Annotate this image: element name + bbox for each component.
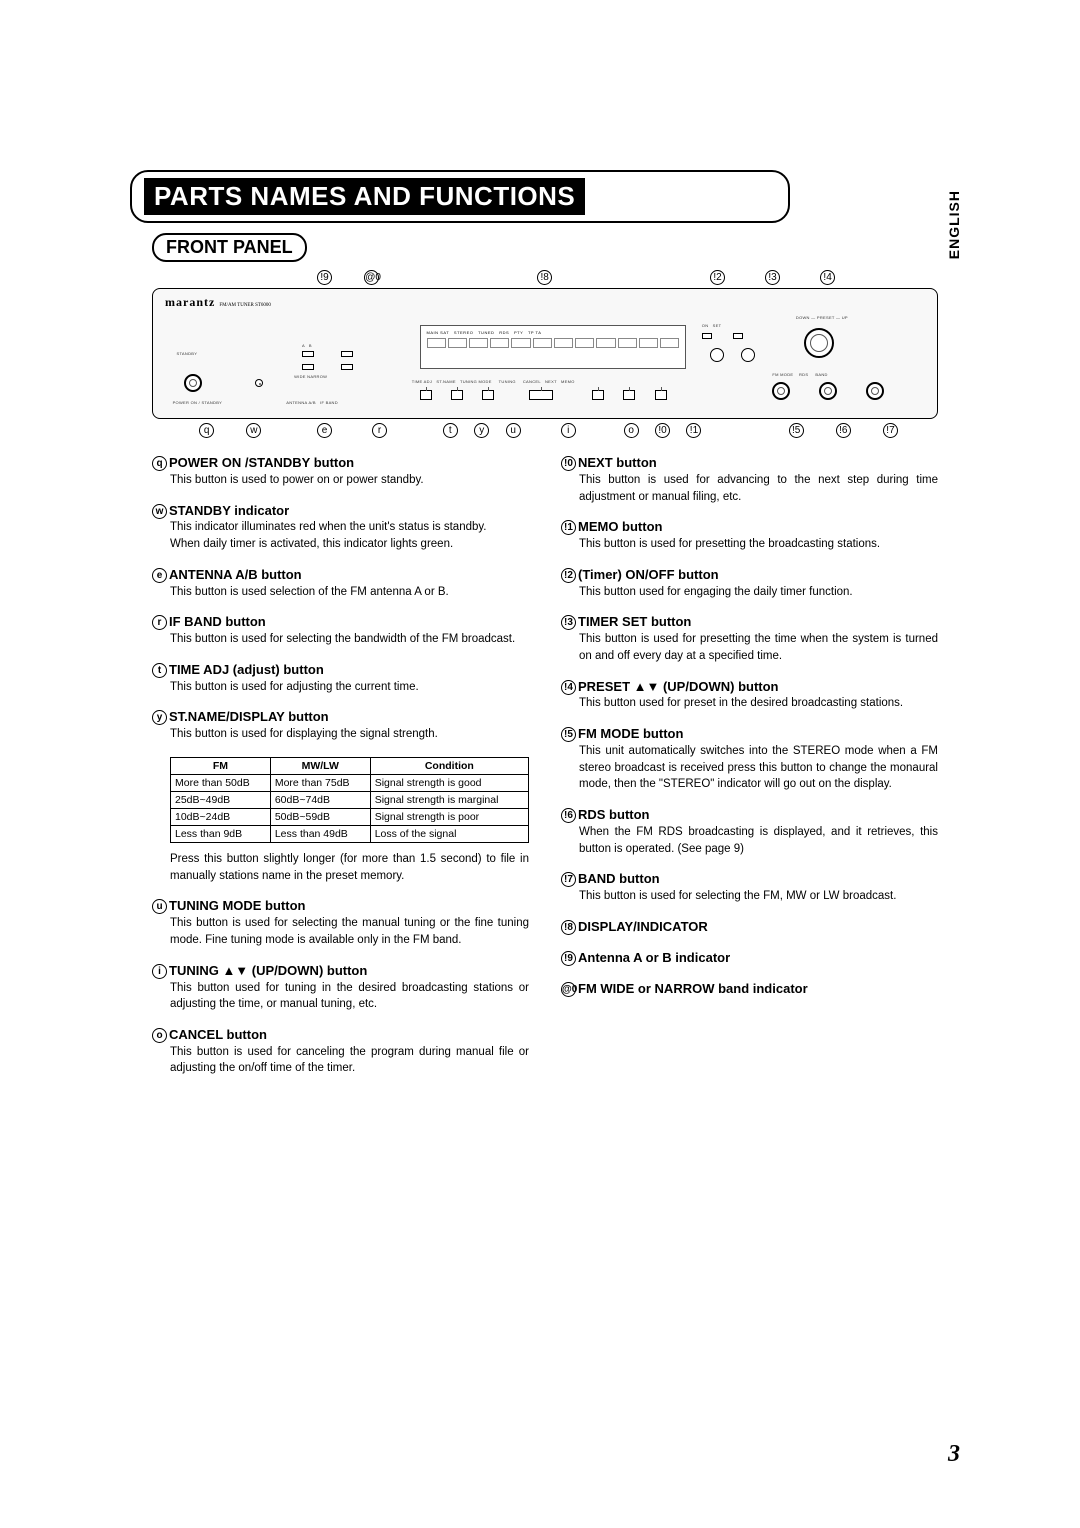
spec-item: tTIME ADJ (adjust) buttonThis button is … xyxy=(152,662,529,696)
panel-illustration: marantzFM/AM TUNER ST6000 MAIN SAT STERE… xyxy=(152,288,938,419)
top-callouts: !9@0!8!2!3!4 xyxy=(152,266,938,288)
spec-item: !8DISPLAY/INDICATOR xyxy=(561,919,938,936)
spec-item: !7BAND buttonThis button is used for sel… xyxy=(561,871,938,905)
right-column: !0NEXT buttonThis button is used for adv… xyxy=(561,455,938,1091)
spec-item: !5FM MODE buttonThis unit automatically … xyxy=(561,726,938,793)
spec-item: uTUNING MODE buttonThis button is used f… xyxy=(152,898,529,948)
spec-item: !6RDS buttonWhen the FM RDS broadcasting… xyxy=(561,807,938,857)
section-title: PARTS NAMES AND FUNCTIONS xyxy=(144,178,585,215)
brand-logo: marantzFM/AM TUNER ST6000 xyxy=(165,295,271,310)
spec-item: !4PRESET ▲▼ (UP/DOWN) buttonThis button … xyxy=(561,679,938,713)
power-knob xyxy=(184,374,202,392)
left-column: qPOWER ON /STANDBY buttonThis button is … xyxy=(152,455,529,1091)
language-tab: ENGLISH xyxy=(946,190,962,259)
spec-item: yST.NAME/DISPLAY buttonThis button is us… xyxy=(152,709,529,743)
spec-item: !1MEMO buttonThis button is used for pre… xyxy=(561,519,938,553)
spec-item: iTUNING ▲▼ (UP/DOWN) buttonThis button u… xyxy=(152,963,529,1013)
spec-item: !0NEXT buttonThis button is used for adv… xyxy=(561,455,938,505)
spec-item: !3TIMER SET buttonThis button is used fo… xyxy=(561,614,938,664)
spec-item: !2(Timer) ON/OFF buttonThis button used … xyxy=(561,567,938,601)
signal-strength-table: FMMW/LWConditionMore than 50dBMore than … xyxy=(170,757,529,843)
spec-item: qPOWER ON /STANDBY buttonThis button is … xyxy=(152,455,529,489)
spec-item: wSTANDBY indicatorThis indicator illumin… xyxy=(152,503,529,553)
spec-item: rIF BAND buttonThis button is used for s… xyxy=(152,614,529,648)
spec-item: oCANCEL buttonThis button is used for ca… xyxy=(152,1027,529,1077)
front-panel-diagram: !9@0!8!2!3!4 marantzFM/AM TUNER ST6000 M… xyxy=(152,266,938,441)
spec-item: !9Antenna A or B indicator xyxy=(561,950,938,967)
spec-item: eANTENNA A/B buttonThis button is used s… xyxy=(152,567,529,601)
section-title-bar: PARTS NAMES AND FUNCTIONS xyxy=(130,170,790,223)
subheading: FRONT PANEL xyxy=(152,233,307,262)
page-number: 3 xyxy=(948,1441,960,1468)
spec-item: @0FM WIDE or NARROW band indicator xyxy=(561,981,938,998)
bottom-callouts: qwertyuio!0!1!5!6!7 xyxy=(152,419,938,441)
